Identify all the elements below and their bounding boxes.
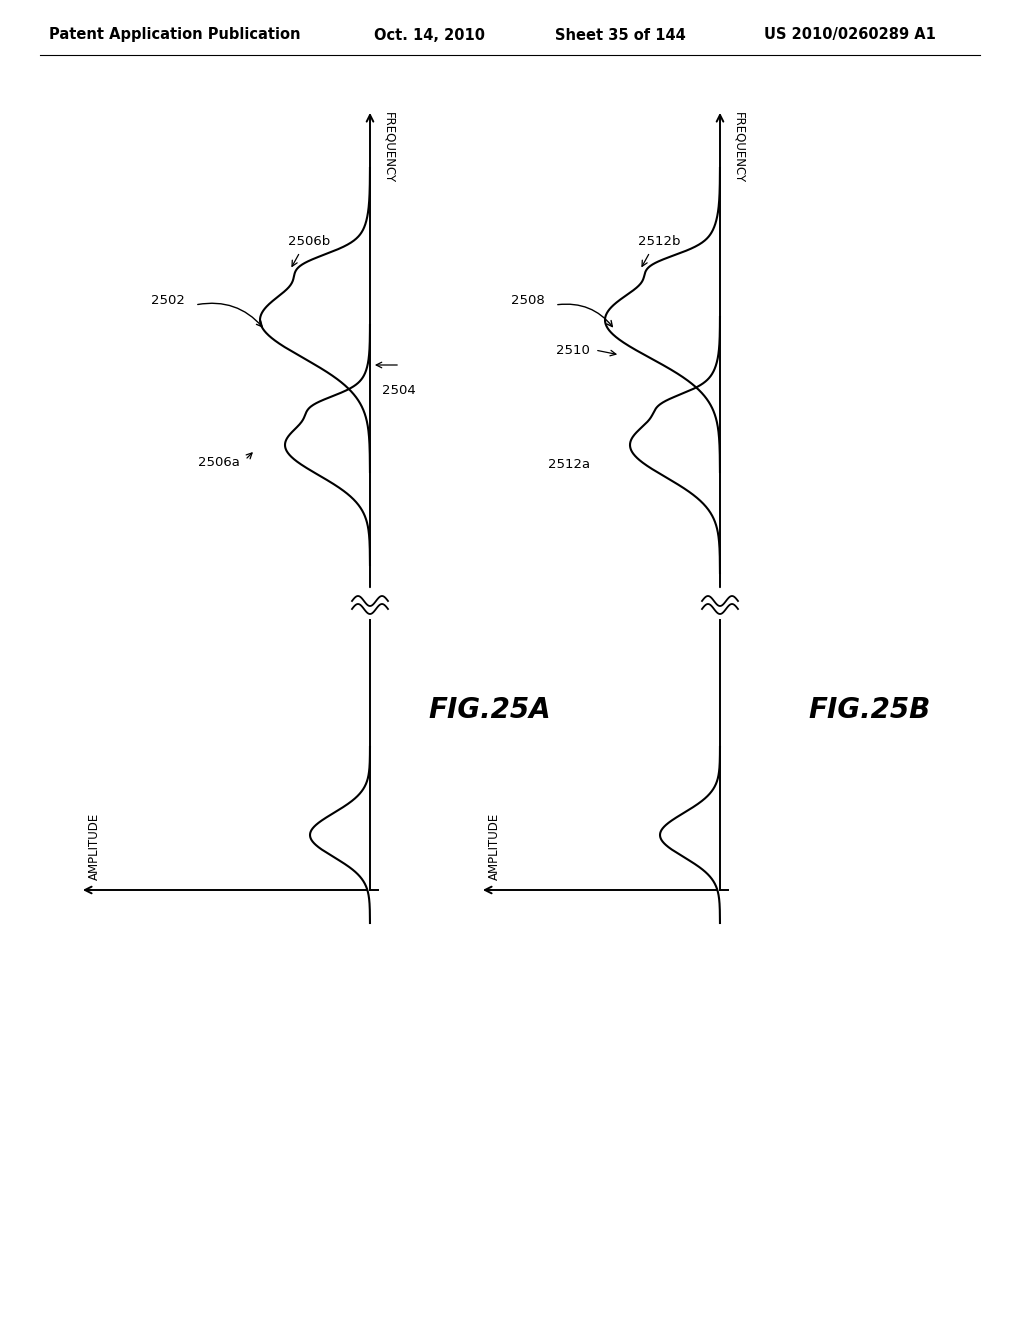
- Text: FREQUENCY: FREQUENCY: [382, 112, 395, 183]
- Text: AMPLITUDE: AMPLITUDE: [88, 813, 101, 880]
- Text: 2508: 2508: [511, 293, 545, 306]
- Text: 2506a: 2506a: [198, 455, 240, 469]
- Text: FIG.25B: FIG.25B: [809, 696, 931, 723]
- Text: FIG.25A: FIG.25A: [429, 696, 551, 723]
- Text: US 2010/0260289 A1: US 2010/0260289 A1: [764, 28, 936, 42]
- Text: 2512a: 2512a: [548, 458, 590, 471]
- Text: 2504: 2504: [382, 384, 416, 396]
- Text: AMPLITUDE: AMPLITUDE: [488, 813, 501, 880]
- Text: Patent Application Publication: Patent Application Publication: [49, 28, 301, 42]
- Text: 2502: 2502: [152, 293, 185, 306]
- Text: 2506b: 2506b: [288, 235, 331, 248]
- Text: Sheet 35 of 144: Sheet 35 of 144: [555, 28, 685, 42]
- Text: 2510: 2510: [556, 343, 590, 356]
- Text: Oct. 14, 2010: Oct. 14, 2010: [375, 28, 485, 42]
- Text: FREQUENCY: FREQUENCY: [732, 112, 745, 183]
- Text: 2512b: 2512b: [638, 235, 681, 248]
